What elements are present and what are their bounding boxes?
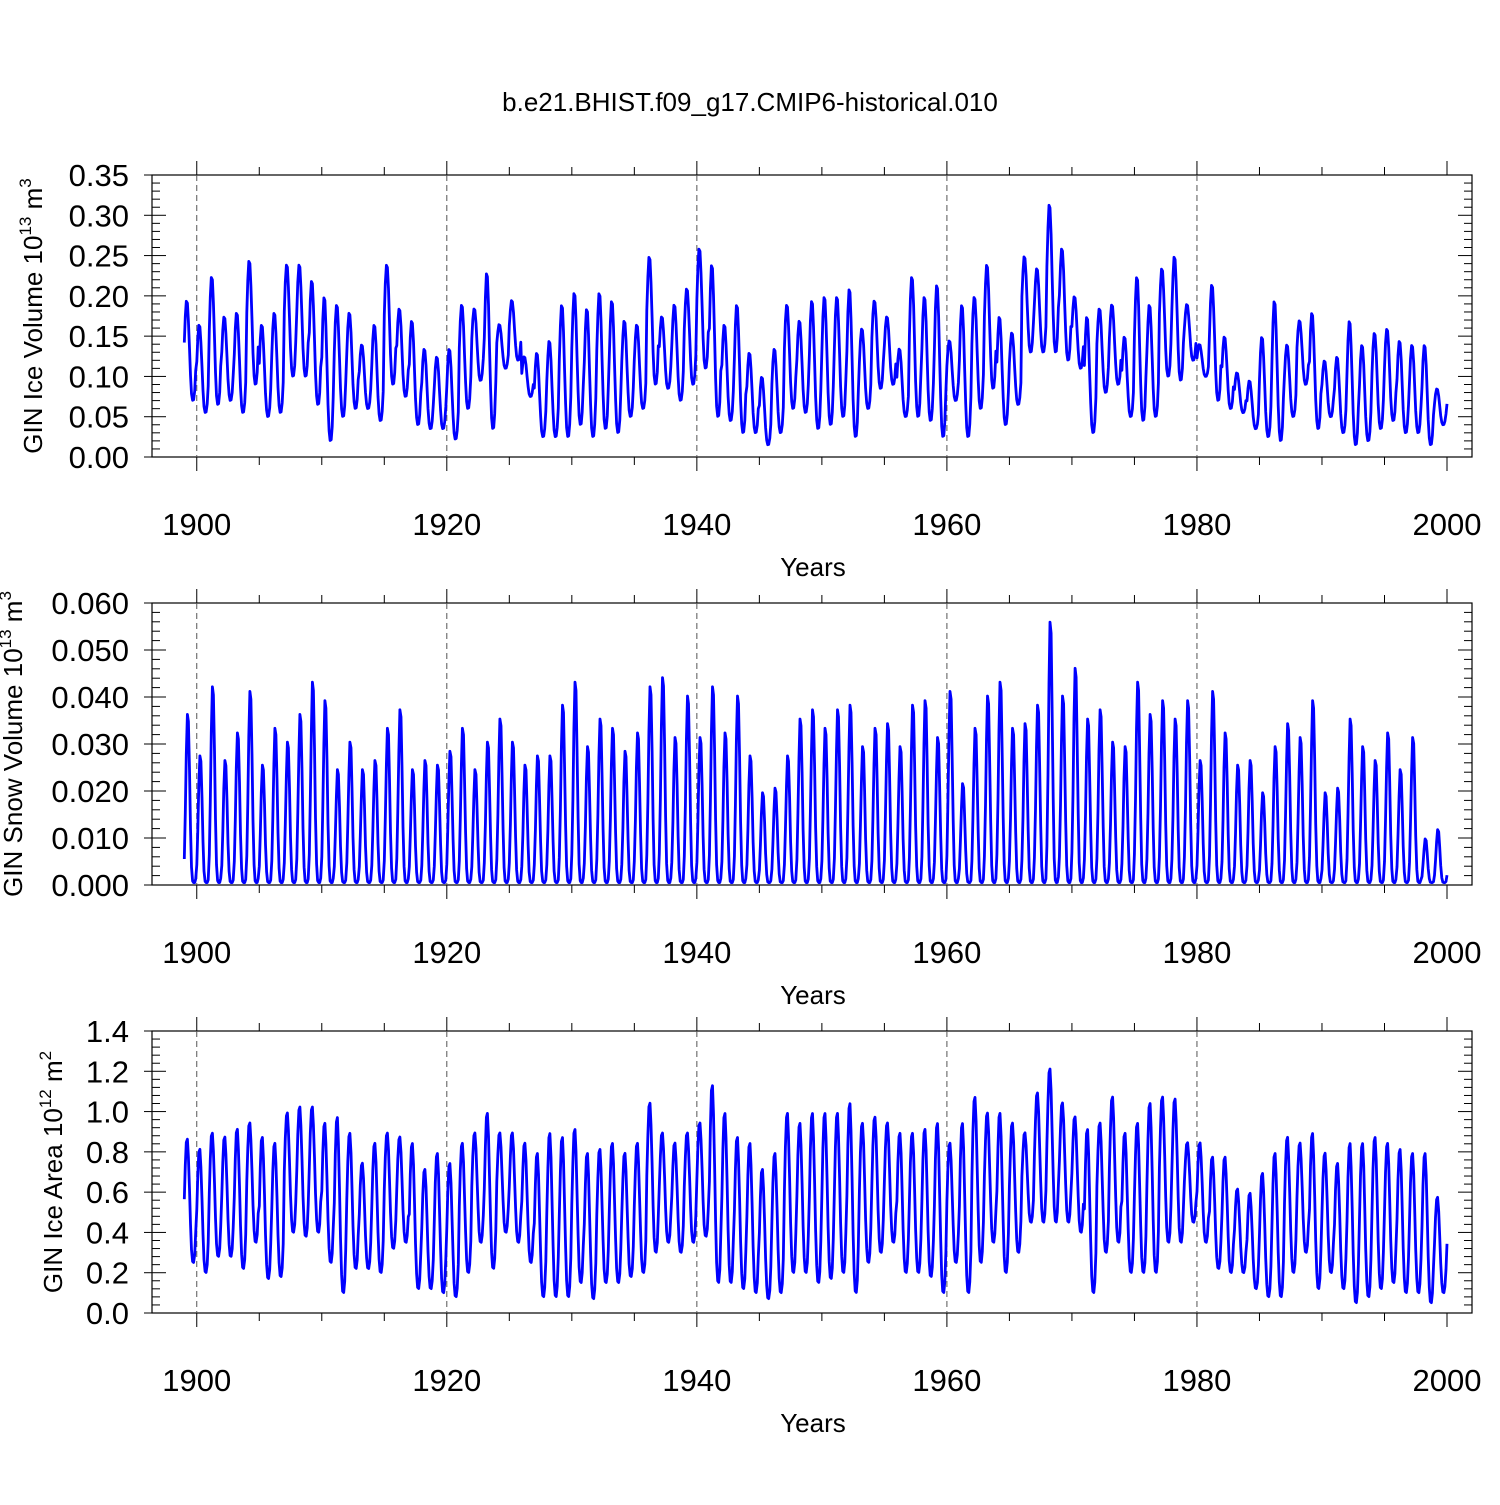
series-line <box>182 203 1449 447</box>
x-tick-label: 2000 <box>1413 935 1482 970</box>
y-axis-label-text: GIN Ice Volume 10 <box>18 236 48 454</box>
x-tick-label: 1980 <box>1162 507 1231 542</box>
y-axis-label-text: GIN Snow Volume 10 <box>0 648 28 897</box>
x-tick-label: 1980 <box>1162 1363 1231 1398</box>
y-tick-label: 1.4 <box>86 1014 129 1049</box>
y-tick-label: 0.10 <box>69 359 129 394</box>
x-axis-label: Years <box>780 1408 846 1438</box>
x-tick-label: 1980 <box>1162 935 1231 970</box>
plot-frame <box>151 1030 1473 1314</box>
y-tick-label: 0.00 <box>69 440 129 475</box>
y-tick-label: 0.0 <box>86 1296 129 1331</box>
plot-frame <box>151 174 1473 458</box>
y-axis-label: GIN Ice Volume 1013 m3 <box>16 178 48 454</box>
x-tick-label: 1960 <box>912 935 981 970</box>
y-axis-label-text: GIN Ice Area 10 <box>38 1108 68 1293</box>
y-tick-label: 1.2 <box>86 1054 129 1089</box>
x-tick-label: 1940 <box>662 507 731 542</box>
y-axis-label-unit-exponent: 3 <box>0 591 15 600</box>
gin-ice-volume-panel: 1900 1920 1940 1960 1980 2000 Years 0.00 0.05 0.1… <box>16 158 1481 582</box>
x-tick-label: 1920 <box>412 1363 481 1398</box>
y-tick-label: 0.05 <box>69 400 129 435</box>
y-tick-label: 0.020 <box>51 774 129 809</box>
gin-ice-area-panel: 1900 1920 1940 1960 1980 2000 Years 0.0 0.2 0.4 0.… <box>36 1014 1481 1438</box>
x-tick-label: 2000 <box>1413 1363 1482 1398</box>
y-tick-label: 0.30 <box>69 198 129 233</box>
y-axis-label-unit: m <box>0 601 28 630</box>
y-tick-label: 0.20 <box>69 279 129 314</box>
x-tick-label: 1940 <box>662 935 731 970</box>
x-tick-label: 1940 <box>662 1363 731 1398</box>
x-tick-label: 1960 <box>912 1363 981 1398</box>
y-tick-label: 0.4 <box>86 1215 129 1250</box>
x-tick-label: 1920 <box>412 935 481 970</box>
x-tick-label: 1960 <box>912 507 981 542</box>
figure-title: b.e21.BHIST.f09_g17.CMIP6-historical.010 <box>502 87 998 117</box>
y-tick-label: 0.35 <box>69 158 129 193</box>
y-axis-label: GIN Snow Volume 1013 m3 <box>0 591 28 897</box>
x-tick-label: 2000 <box>1413 507 1482 542</box>
y-tick-label: 1.0 <box>86 1095 129 1130</box>
y-tick-label: 0.040 <box>51 680 129 715</box>
x-tick-label: 1900 <box>162 507 231 542</box>
y-axis-label-exponent: 13 <box>16 217 35 236</box>
y-axis-label-unit: m <box>38 1060 68 1089</box>
x-axis-label: Years <box>780 980 846 1010</box>
y-axis-label: GIN Ice Area 1012 m2 <box>36 1051 68 1293</box>
x-axis-label: Years <box>780 552 846 582</box>
series-line <box>182 1067 1449 1304</box>
y-axis-label-unit-exponent: 3 <box>16 178 35 187</box>
x-tick-label: 1920 <box>412 507 481 542</box>
y-tick-label: 0.060 <box>51 586 129 621</box>
y-axis-label-unit: m <box>18 188 48 217</box>
y-tick-label: 0.050 <box>51 633 129 668</box>
x-tick-label: 1900 <box>162 935 231 970</box>
y-tick-label: 0.6 <box>86 1175 129 1210</box>
y-tick-label: 0.8 <box>86 1135 129 1170</box>
y-axis-label-exponent: 12 <box>36 1089 55 1108</box>
y-tick-label: 0.030 <box>51 727 129 762</box>
y-tick-label: 0.2 <box>86 1256 129 1291</box>
y-tick-label: 0.15 <box>69 319 129 354</box>
gin-snow-volume-panel: 1900 1920 1940 1960 1980 2000 Years 0.000 0.010 0… <box>0 586 1481 1010</box>
y-tick-label: 0.000 <box>51 868 129 903</box>
y-axis-label-exponent: 13 <box>0 629 15 648</box>
series-line <box>182 620 1449 884</box>
y-tick-label: 0.010 <box>51 821 129 856</box>
y-axis-label-unit-exponent: 2 <box>36 1051 55 1060</box>
y-tick-label: 0.25 <box>69 239 129 274</box>
x-tick-label: 1900 <box>162 1363 231 1398</box>
